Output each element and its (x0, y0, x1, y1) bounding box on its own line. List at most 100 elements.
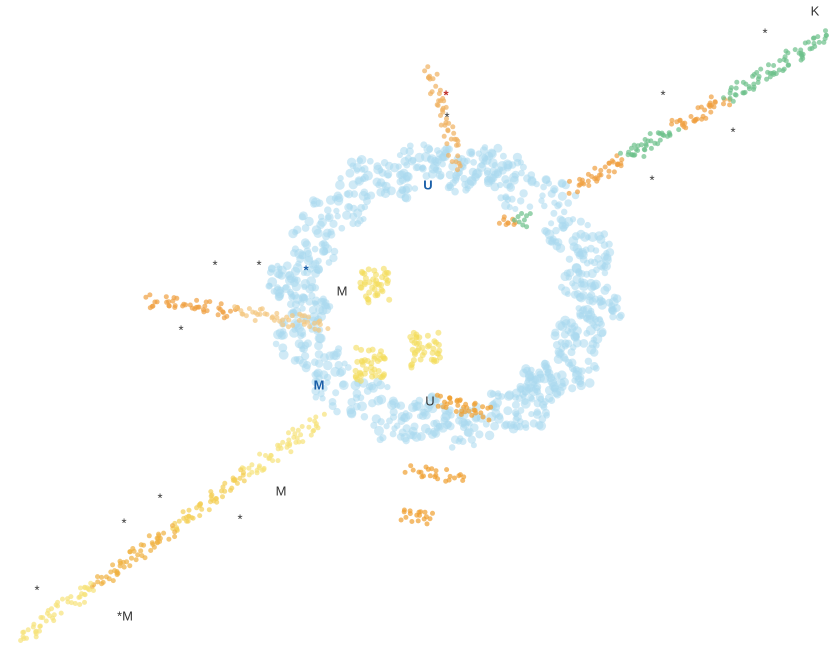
atom (446, 182, 453, 189)
atom (323, 361, 332, 370)
atom (568, 348, 576, 356)
atom (274, 315, 279, 320)
atom (517, 197, 524, 204)
atom (280, 322, 285, 327)
atom (268, 264, 276, 272)
atom (446, 128, 451, 133)
atom (250, 310, 255, 315)
atom (190, 306, 195, 311)
atom (559, 222, 568, 231)
label: M (314, 377, 325, 392)
atom (292, 245, 299, 252)
atom (187, 508, 192, 513)
atom (485, 431, 494, 440)
atom (593, 365, 600, 372)
atom (543, 412, 550, 419)
atom (450, 159, 455, 164)
label: * (237, 511, 242, 526)
atom (82, 592, 87, 597)
atom (373, 282, 379, 288)
atom (641, 154, 646, 159)
atom (379, 287, 385, 293)
atom (306, 425, 311, 430)
atom (793, 47, 798, 52)
atom (437, 91, 442, 96)
atom (771, 63, 776, 68)
atom (408, 508, 413, 513)
atom (430, 420, 437, 427)
atom (602, 255, 612, 265)
atom (276, 265, 282, 271)
atom (332, 389, 339, 396)
atom (379, 374, 385, 380)
atom (452, 177, 459, 184)
atom (300, 424, 305, 429)
atom (82, 585, 87, 590)
atom (177, 519, 182, 524)
atom (436, 103, 441, 108)
atom (721, 101, 726, 106)
atom (304, 217, 313, 226)
atom (435, 72, 440, 77)
atom (676, 127, 681, 132)
atom (204, 300, 209, 305)
atom (458, 397, 463, 402)
atom (568, 324, 576, 332)
atom (285, 445, 290, 450)
atom (384, 384, 390, 390)
atom (342, 211, 351, 220)
atom (99, 581, 104, 586)
atom (442, 134, 447, 139)
atom (473, 168, 483, 178)
atom (349, 180, 358, 189)
atom (507, 183, 514, 190)
atom (734, 80, 739, 85)
labels: U M M U M *M K * * * * * * * * * * * * *… (34, 3, 819, 623)
atom (808, 46, 813, 51)
atom (426, 342, 432, 348)
atom (365, 358, 371, 364)
molecular-figure: U M M U M *M K * * * * * * * * * * * * *… (0, 0, 839, 659)
atom (733, 92, 738, 97)
atom (450, 124, 455, 129)
atom (381, 182, 387, 188)
atom (503, 406, 512, 415)
atom (416, 518, 421, 523)
atom (148, 548, 153, 553)
atom (713, 100, 718, 105)
atom (558, 383, 566, 391)
atom (438, 113, 443, 118)
atom (322, 412, 327, 417)
atom (528, 411, 534, 417)
atom (451, 131, 456, 136)
atom (576, 381, 585, 390)
atom (293, 440, 298, 445)
atom (430, 89, 435, 94)
atom (316, 425, 321, 430)
atom (432, 429, 441, 438)
atom (127, 563, 132, 568)
atom (575, 367, 583, 375)
atom (52, 612, 57, 617)
atom (571, 291, 579, 299)
atom (579, 279, 588, 288)
atom (69, 600, 74, 605)
atom (632, 152, 637, 157)
atom (367, 279, 373, 285)
atom (401, 194, 409, 202)
atom (320, 247, 328, 255)
atom (33, 629, 38, 634)
atom (703, 116, 708, 121)
atom (817, 40, 822, 45)
atom (166, 537, 171, 542)
atom (438, 394, 443, 399)
atom (507, 204, 513, 210)
atom (305, 254, 313, 262)
atom (197, 305, 202, 310)
atom (584, 260, 591, 267)
atom (649, 146, 654, 151)
label: * (762, 25, 767, 40)
atom (422, 68, 427, 73)
atom (512, 401, 520, 409)
atom (551, 385, 558, 392)
